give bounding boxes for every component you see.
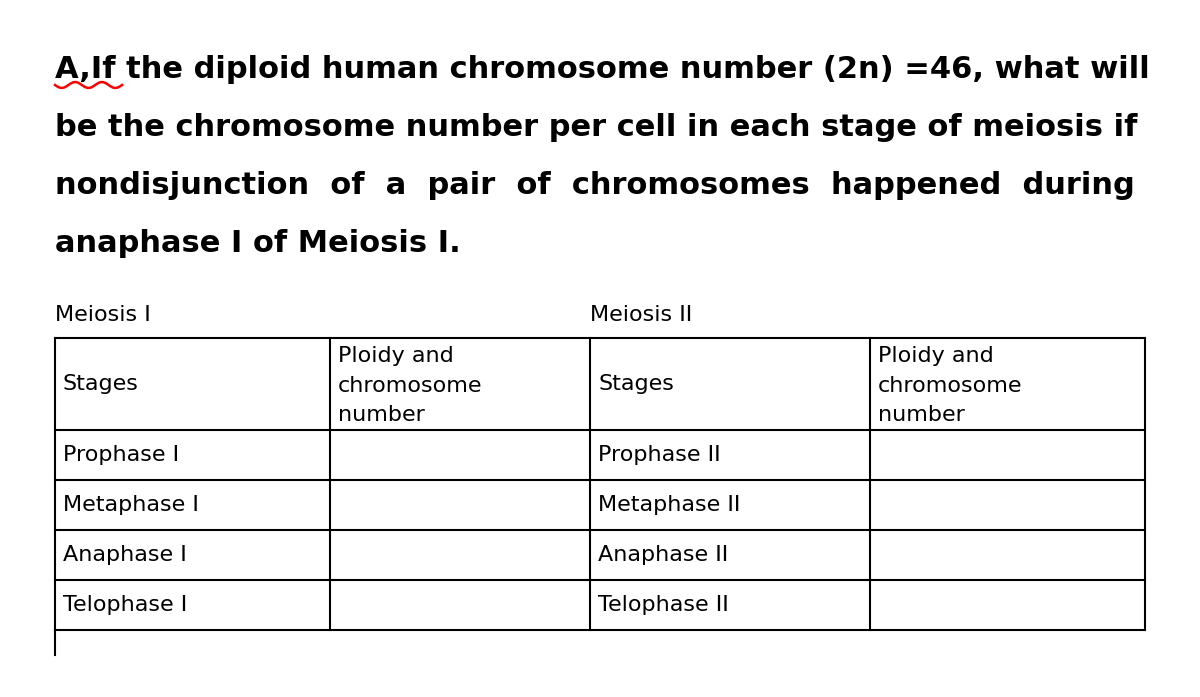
Text: Stages: Stages bbox=[598, 374, 674, 394]
Text: Telophase I: Telophase I bbox=[64, 595, 187, 615]
Text: Stages: Stages bbox=[64, 374, 139, 394]
Text: Metaphase I: Metaphase I bbox=[64, 495, 199, 515]
Text: nondisjunction  of  a  pair  of  chromosomes  happened  during: nondisjunction of a pair of chromosomes … bbox=[55, 171, 1135, 200]
Text: Prophase I: Prophase I bbox=[64, 445, 179, 465]
Text: anaphase I of Meiosis I.: anaphase I of Meiosis I. bbox=[55, 229, 461, 258]
Text: A,If the diploid human chromosome number (2n) =46, what will: A,If the diploid human chromosome number… bbox=[55, 55, 1150, 84]
Text: Prophase II: Prophase II bbox=[598, 445, 721, 465]
Text: Ploidy and
chromosome
number: Ploidy and chromosome number bbox=[878, 346, 1022, 425]
Text: Anaphase I: Anaphase I bbox=[64, 545, 187, 565]
Text: Telophase II: Telophase II bbox=[598, 595, 728, 615]
Text: be the chromosome number per cell in each stage of meiosis if: be the chromosome number per cell in eac… bbox=[55, 113, 1138, 142]
Text: Ploidy and
chromosome
number: Ploidy and chromosome number bbox=[338, 346, 482, 425]
Text: Meiosis II: Meiosis II bbox=[590, 305, 692, 325]
Text: Metaphase II: Metaphase II bbox=[598, 495, 740, 515]
Text: Meiosis I: Meiosis I bbox=[55, 305, 151, 325]
Text: Anaphase II: Anaphase II bbox=[598, 545, 728, 565]
